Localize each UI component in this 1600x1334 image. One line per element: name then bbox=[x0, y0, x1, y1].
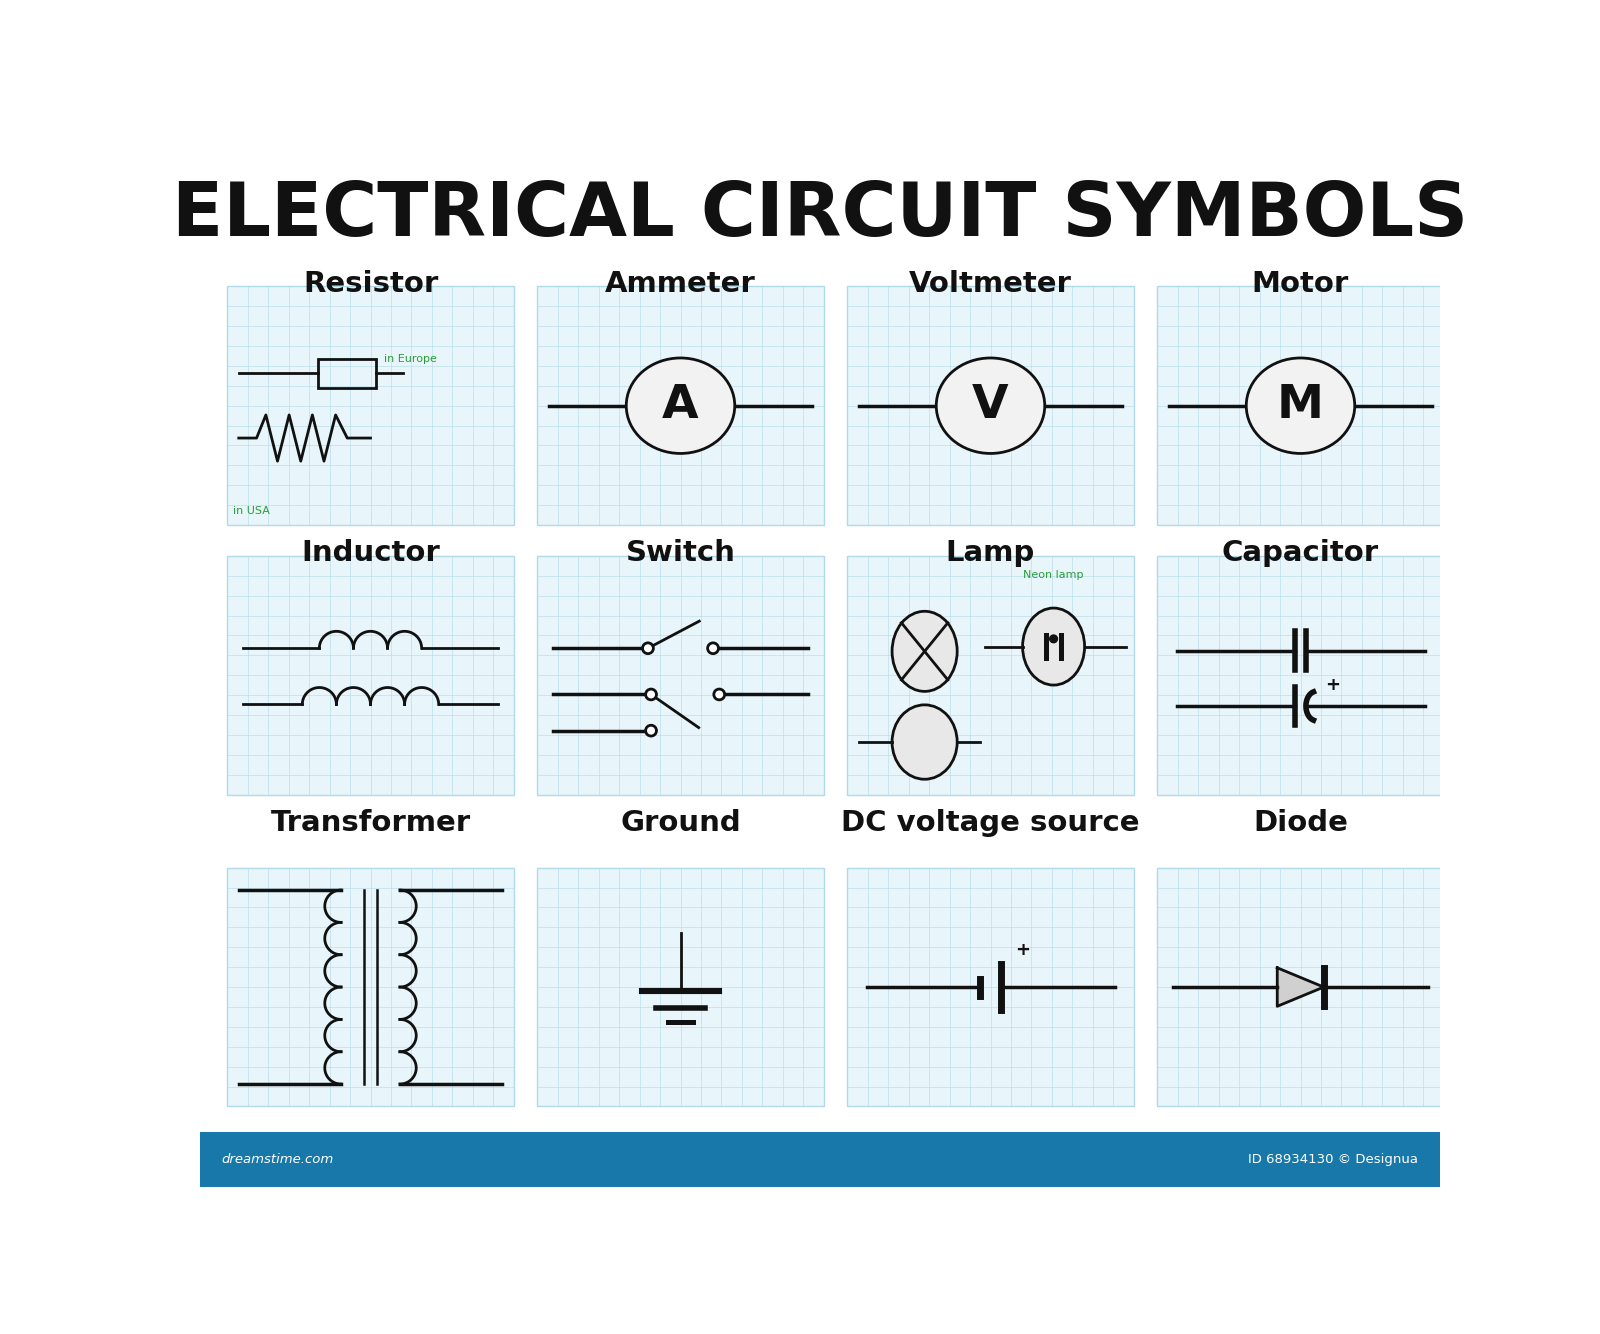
Text: Ammeter: Ammeter bbox=[605, 269, 755, 297]
Bar bbox=[538, 867, 824, 1106]
Bar bbox=[846, 556, 1134, 795]
Text: M: M bbox=[1277, 383, 1325, 428]
Text: A: A bbox=[662, 383, 699, 428]
Circle shape bbox=[707, 643, 718, 654]
Text: Diode: Diode bbox=[1253, 808, 1347, 836]
Text: Inductor: Inductor bbox=[301, 539, 440, 567]
Bar bbox=[227, 556, 514, 795]
Ellipse shape bbox=[936, 358, 1045, 454]
Bar bbox=[200, 1131, 1440, 1187]
Bar bbox=[227, 867, 514, 1106]
Circle shape bbox=[646, 726, 656, 736]
Bar bbox=[538, 287, 824, 526]
Ellipse shape bbox=[1022, 608, 1085, 686]
Bar bbox=[846, 867, 1134, 1106]
Bar bbox=[538, 556, 824, 795]
Ellipse shape bbox=[1246, 358, 1355, 454]
Text: Ground: Ground bbox=[621, 808, 741, 836]
Text: in Europe: in Europe bbox=[384, 354, 437, 364]
Text: +: + bbox=[1325, 676, 1341, 694]
Bar bbox=[227, 287, 514, 526]
Circle shape bbox=[1050, 635, 1058, 643]
Circle shape bbox=[646, 690, 656, 700]
Ellipse shape bbox=[893, 611, 957, 691]
Bar bbox=[1157, 287, 1443, 526]
Circle shape bbox=[714, 690, 725, 700]
Bar bbox=[318, 359, 376, 388]
Text: Lamp: Lamp bbox=[946, 539, 1035, 567]
Text: Capacitor: Capacitor bbox=[1222, 539, 1379, 567]
Text: Resistor: Resistor bbox=[302, 269, 438, 297]
Text: DC voltage source: DC voltage source bbox=[842, 808, 1139, 836]
Text: V: V bbox=[973, 383, 1010, 428]
Text: dreamstime.com: dreamstime.com bbox=[222, 1153, 334, 1166]
Text: in USA: in USA bbox=[234, 506, 270, 516]
Text: Motor: Motor bbox=[1251, 269, 1349, 297]
Text: Switch: Switch bbox=[626, 539, 736, 567]
Text: +: + bbox=[1016, 942, 1030, 959]
Text: Neon lamp: Neon lamp bbox=[1024, 570, 1083, 580]
Ellipse shape bbox=[893, 704, 957, 779]
Bar bbox=[846, 287, 1134, 526]
Text: ID 68934130 © Designua: ID 68934130 © Designua bbox=[1248, 1153, 1418, 1166]
Text: Voltmeter: Voltmeter bbox=[909, 269, 1072, 297]
Text: ELECTRICAL CIRCUIT SYMBOLS: ELECTRICAL CIRCUIT SYMBOLS bbox=[171, 179, 1469, 252]
Ellipse shape bbox=[626, 358, 734, 454]
Bar bbox=[1157, 867, 1443, 1106]
Circle shape bbox=[643, 643, 653, 654]
Bar bbox=[1157, 556, 1443, 795]
Polygon shape bbox=[1277, 967, 1323, 1006]
Text: Transformer: Transformer bbox=[270, 808, 470, 836]
